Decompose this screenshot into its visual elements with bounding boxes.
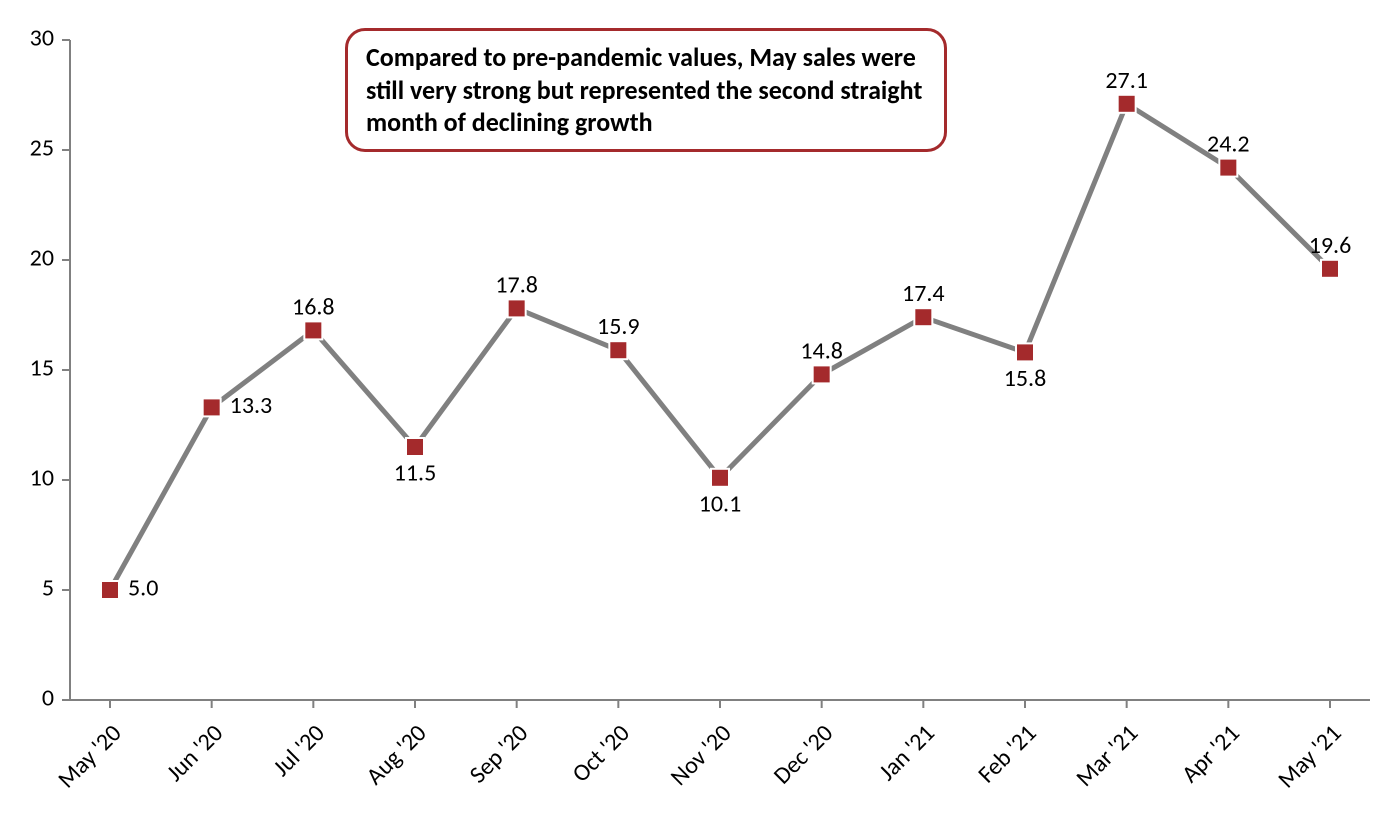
data-label: 27.1 [1105,66,1148,95]
data-label: 14.8 [800,336,843,365]
data-marker [711,469,729,487]
data-marker [1118,95,1136,113]
data-label: 16.8 [292,292,335,321]
data-marker [406,438,424,456]
y-tick-label: 25 [30,134,54,163]
y-tick-label: 10 [30,464,54,493]
data-label: 15.9 [597,312,640,341]
data-marker [609,341,627,359]
data-marker [203,398,221,416]
y-tick-label: 5 [42,574,54,603]
data-label: 17.4 [902,279,945,308]
y-tick-label: 20 [30,244,54,273]
x-tick-label: Feb '21 [972,719,1042,789]
data-marker [914,308,932,326]
y-tick-label: 0 [42,684,54,713]
data-label: 19.6 [1309,231,1352,260]
data-marker [101,581,119,599]
data-label: 11.5 [394,459,437,488]
data-label: 15.8 [1004,364,1047,393]
x-tick-label: Nov '20 [665,719,738,792]
data-label: 10.1 [699,489,742,518]
data-marker [1321,260,1339,278]
y-tick-label: 30 [30,24,54,53]
x-tick-label: Sep '20 [464,719,534,789]
data-marker [508,299,526,317]
callout-box: Compared to pre-pandemic values, May sal… [345,28,947,152]
x-tick-label: Jan '21 [873,719,941,787]
x-tick-label: May '20 [52,719,127,794]
x-tick-label: Aug '20 [360,719,432,791]
x-tick-label: Apr '21 [1176,719,1246,789]
data-label: 24.2 [1207,130,1250,159]
data-marker [1016,343,1034,361]
x-tick-label: Jul '20 [267,719,331,783]
data-marker [813,365,831,383]
x-tick-label: Oct '20 [566,719,635,788]
data-label: 17.8 [495,270,538,299]
y-tick-label: 15 [30,354,54,383]
x-tick-label: May '21 [1272,719,1347,794]
data-marker [1219,159,1237,177]
x-tick-label: Mar '21 [1070,719,1144,793]
x-tick-label: Dec '20 [768,719,839,790]
data-label: 5.0 [128,574,158,603]
chart-container: 0 5 10 15 20 25 30 May '20 Jun '20 Jul '20 Aug '20… [0,0,1398,830]
x-tick-label: Jun '20 [161,719,230,788]
data-label: 13.3 [230,391,273,420]
callout-text: Compared to pre-pandemic values, May sal… [366,41,922,138]
data-marker [304,321,322,339]
